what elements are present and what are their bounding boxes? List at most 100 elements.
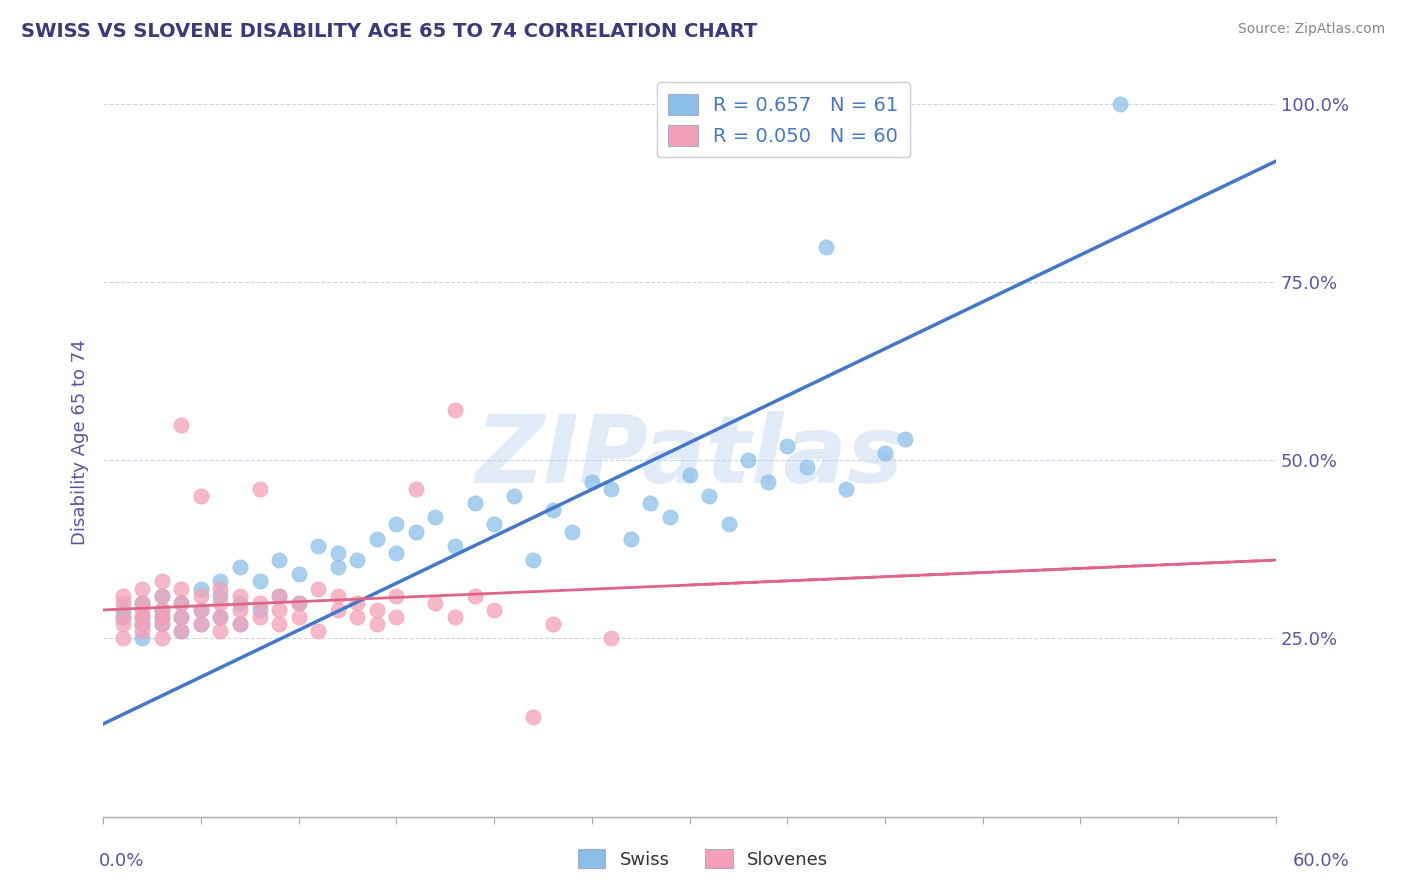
Point (561, 524, 583, 539)
Point (131, 632, 153, 646)
Point (249, 482, 271, 496)
Point (170, 596, 193, 610)
Point (131, 617, 153, 632)
Point (150, 617, 173, 632)
Point (131, 624, 153, 639)
Point (697, 489, 720, 503)
Point (111, 610, 134, 624)
Point (796, 460, 818, 475)
Point (131, 596, 153, 610)
Point (190, 589, 212, 603)
Point (385, 546, 408, 560)
Point (190, 603, 212, 617)
Point (170, 582, 193, 596)
Point (835, 482, 858, 496)
Point (326, 546, 349, 560)
Point (502, 489, 524, 503)
Point (307, 539, 329, 553)
Point (249, 603, 271, 617)
Point (425, 596, 447, 610)
Point (405, 482, 427, 496)
Point (385, 589, 408, 603)
Point (482, 603, 505, 617)
Point (737, 453, 759, 467)
Text: 60.0%: 60.0% (1294, 852, 1350, 870)
Point (131, 582, 153, 596)
Point (150, 603, 173, 617)
Point (209, 596, 232, 610)
Point (267, 589, 290, 603)
Point (111, 617, 134, 632)
Point (326, 560, 349, 574)
Point (287, 610, 309, 624)
Point (209, 574, 232, 589)
Legend: R = 0.657   N = 61, R = 0.050   N = 60: R = 0.657 N = 61, R = 0.050 N = 60 (657, 82, 910, 157)
Point (229, 617, 252, 632)
Point (267, 553, 290, 567)
Point (366, 603, 388, 617)
Point (131, 596, 153, 610)
Point (287, 596, 309, 610)
Point (190, 603, 212, 617)
Point (444, 610, 467, 624)
Point (267, 589, 290, 603)
Point (678, 467, 700, 482)
Point (756, 475, 779, 489)
Point (170, 610, 193, 624)
Point (249, 610, 271, 624)
Point (190, 617, 212, 632)
Point (776, 439, 799, 453)
Point (249, 596, 271, 610)
Point (346, 596, 368, 610)
Point (346, 610, 368, 624)
Point (150, 610, 173, 624)
Point (267, 617, 290, 632)
Point (581, 475, 603, 489)
Point (346, 553, 368, 567)
Text: Source: ZipAtlas.com: Source: ZipAtlas.com (1237, 22, 1385, 37)
Point (190, 489, 212, 503)
Point (326, 589, 349, 603)
Point (170, 624, 193, 639)
Point (366, 617, 388, 632)
Point (366, 532, 388, 546)
Point (190, 582, 212, 596)
Point (425, 510, 447, 524)
Point (444, 403, 467, 417)
Point (522, 553, 544, 567)
Point (229, 589, 252, 603)
Text: SWISS VS SLOVENE DISABILITY AGE 65 TO 74 CORRELATION CHART: SWISS VS SLOVENE DISABILITY AGE 65 TO 74… (21, 22, 758, 41)
Point (229, 560, 252, 574)
Point (190, 617, 212, 632)
Point (150, 589, 173, 603)
Point (464, 496, 486, 510)
Point (287, 596, 309, 610)
Point (541, 503, 564, 517)
Point (640, 496, 662, 510)
Point (209, 610, 232, 624)
Point (873, 446, 896, 460)
Point (600, 632, 623, 646)
Point (170, 624, 193, 639)
Point (620, 532, 643, 546)
Point (1108, 97, 1130, 112)
Point (893, 432, 915, 446)
Point (131, 617, 153, 632)
Point (405, 524, 427, 539)
Point (170, 610, 193, 624)
Point (717, 517, 740, 532)
Point (600, 482, 623, 496)
Point (229, 603, 252, 617)
Point (131, 603, 153, 617)
Point (150, 574, 173, 589)
Text: 0.0%: 0.0% (98, 852, 143, 870)
Point (326, 603, 349, 617)
Point (482, 517, 505, 532)
Point (150, 603, 173, 617)
Point (385, 517, 408, 532)
Point (131, 610, 153, 624)
Point (209, 610, 232, 624)
Point (111, 589, 134, 603)
Point (209, 582, 232, 596)
Legend: Swiss, Slovenes: Swiss, Slovenes (571, 842, 835, 876)
